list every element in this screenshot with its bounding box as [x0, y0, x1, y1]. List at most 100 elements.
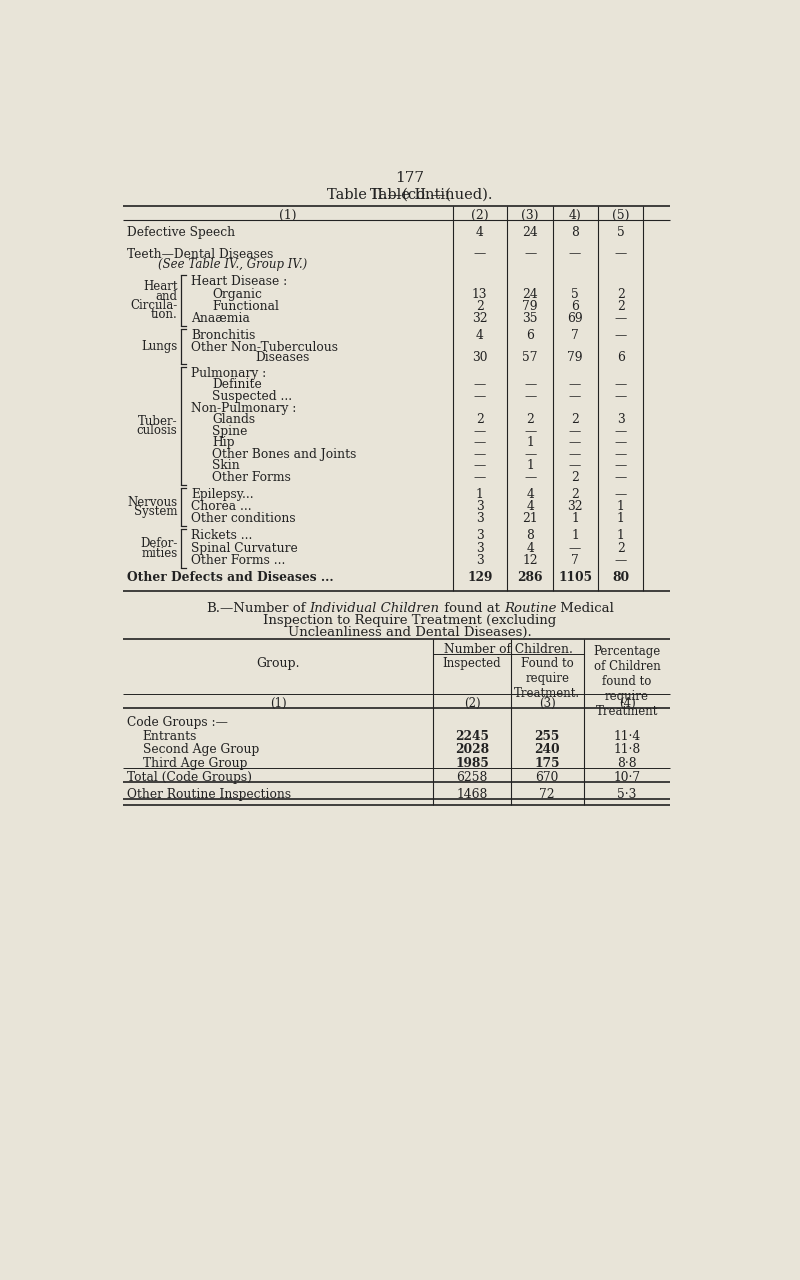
Text: 30: 30 [472, 352, 487, 365]
Text: 1: 1 [571, 530, 579, 543]
Text: Chorea ...: Chorea ... [191, 500, 252, 513]
Text: 3: 3 [476, 530, 484, 543]
Text: —: — [569, 436, 581, 449]
Text: Suspected ...: Suspected ... [212, 390, 293, 403]
Text: 5: 5 [571, 288, 579, 301]
Text: —: — [474, 247, 486, 261]
Text: Organic: Organic [212, 288, 262, 301]
Text: Individual Children: Individual Children [310, 602, 439, 614]
Text: Definite: Definite [212, 379, 262, 392]
Text: —: — [614, 436, 627, 449]
Text: —: — [474, 471, 486, 484]
Text: Number of Children.: Number of Children. [444, 643, 574, 655]
Text: —: — [569, 541, 581, 554]
Text: Bronchitis: Bronchitis [191, 329, 256, 342]
Text: System: System [134, 506, 178, 518]
Text: 24: 24 [522, 227, 538, 239]
Text: 2028: 2028 [455, 744, 489, 756]
Text: Other Forms ...: Other Forms ... [191, 554, 286, 567]
Text: 3: 3 [476, 541, 484, 554]
Text: Defective Speech: Defective Speech [127, 227, 235, 239]
Text: 1: 1 [526, 460, 534, 472]
Text: Code Groups :—: Code Groups :— [127, 716, 228, 728]
Text: Nervous: Nervous [127, 495, 178, 509]
Text: —: — [569, 425, 581, 438]
Text: 2: 2 [571, 488, 579, 500]
Text: Third Age Group: Third Age Group [142, 758, 247, 771]
Text: —: — [614, 471, 627, 484]
Text: 32: 32 [472, 312, 487, 325]
Text: 129: 129 [467, 571, 493, 584]
Text: 5: 5 [617, 227, 625, 239]
Text: Teeth—Dental Diseases: Teeth—Dental Diseases [127, 247, 274, 261]
Text: 3: 3 [476, 512, 484, 525]
Text: Other Forms: Other Forms [212, 471, 291, 484]
Text: and: and [155, 289, 178, 302]
Text: 2: 2 [476, 413, 484, 426]
Text: (3): (3) [539, 698, 555, 710]
Text: 1105: 1105 [558, 571, 592, 584]
Text: 3: 3 [476, 554, 484, 567]
Text: —: — [569, 390, 581, 403]
Text: 670: 670 [535, 771, 559, 785]
Text: Other Defects and Diseases ...: Other Defects and Diseases ... [127, 571, 334, 584]
Text: Defor-: Defor- [140, 538, 178, 550]
Text: 7: 7 [571, 554, 579, 567]
Text: Percentage
of Children
found to
require
Treatment: Percentage of Children found to require … [594, 645, 661, 718]
Text: Medical: Medical [556, 602, 614, 614]
Text: 5·3: 5·3 [618, 788, 637, 801]
Text: 11·4: 11·4 [614, 730, 641, 742]
Text: 4: 4 [476, 227, 484, 239]
Text: Circula-: Circula- [130, 298, 178, 312]
Text: 8: 8 [571, 227, 579, 239]
Text: (2): (2) [471, 209, 489, 221]
Text: 8: 8 [526, 530, 534, 543]
Text: Routine: Routine [504, 602, 556, 614]
Text: Heart Disease :: Heart Disease : [191, 275, 288, 288]
Text: Glands: Glands [212, 413, 255, 426]
Text: mities: mities [142, 547, 178, 559]
Text: Table II.—(continued).: Table II.—(continued). [327, 187, 493, 201]
Text: —: — [474, 436, 486, 449]
Text: —: — [614, 247, 627, 261]
Text: B.—N: B.—N [206, 602, 245, 614]
Text: Group.: Group. [257, 657, 300, 669]
Text: 12: 12 [522, 554, 538, 567]
Text: Rickets ...: Rickets ... [191, 530, 253, 543]
Text: —: — [474, 460, 486, 472]
Text: 13: 13 [472, 288, 487, 301]
Text: Spinal Curvature: Spinal Curvature [191, 541, 298, 554]
Text: 1468: 1468 [456, 788, 488, 801]
Text: 24: 24 [522, 288, 538, 301]
Text: 35: 35 [522, 312, 538, 325]
Text: Found to
require
Treatment.: Found to require Treatment. [514, 657, 580, 700]
Text: —: — [474, 448, 486, 461]
Text: 286: 286 [518, 571, 543, 584]
Text: 69: 69 [567, 312, 583, 325]
Text: (2): (2) [464, 698, 480, 710]
Text: (5): (5) [612, 209, 630, 221]
Text: 1: 1 [617, 512, 625, 525]
Text: 2: 2 [571, 471, 579, 484]
Text: tion.: tion. [150, 308, 178, 321]
Text: —: — [614, 379, 627, 392]
Text: Anaæmia: Anaæmia [191, 312, 250, 325]
Text: Heart: Heart [143, 280, 178, 293]
Text: Other conditions: Other conditions [191, 512, 296, 525]
Text: 2: 2 [476, 300, 484, 312]
Text: 240: 240 [534, 744, 560, 756]
Text: 1: 1 [476, 488, 484, 500]
Text: Inspection to Require Treatment (excluding: Inspection to Require Treatment (excludi… [263, 614, 557, 627]
Text: —: — [614, 425, 627, 438]
Text: 4: 4 [526, 541, 534, 554]
Text: 255: 255 [534, 730, 560, 742]
Text: umber of: umber of [245, 602, 310, 614]
Text: 175: 175 [534, 758, 560, 771]
Text: —: — [569, 379, 581, 392]
Text: Functional: Functional [212, 300, 279, 312]
Text: 1: 1 [617, 500, 625, 513]
Text: (1): (1) [279, 209, 296, 221]
Text: 32: 32 [567, 500, 583, 513]
Text: 8·8: 8·8 [617, 758, 637, 771]
Text: Pulmonary :: Pulmonary : [191, 367, 266, 380]
